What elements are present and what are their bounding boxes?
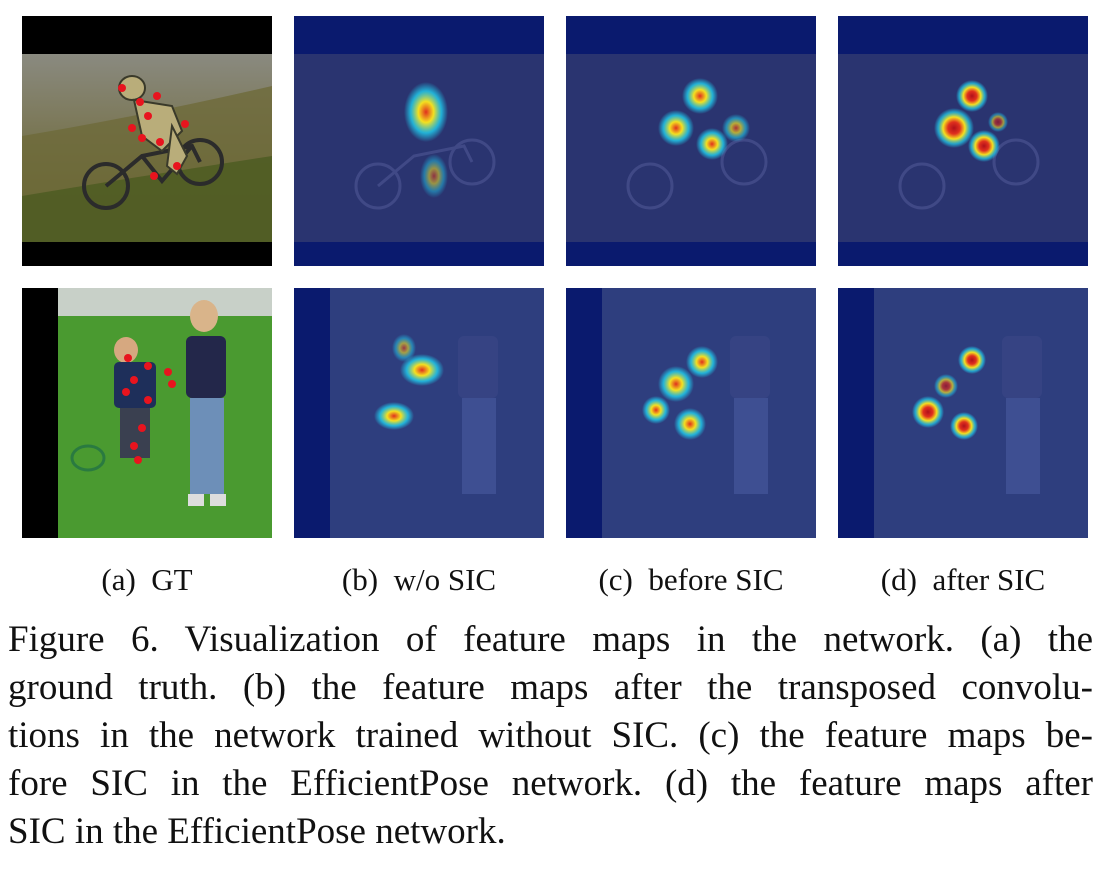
subfigure-label-id: (b)	[341, 562, 379, 597]
caption-line: fore SIC in the EfficientPose network. (…	[8, 763, 1093, 804]
subfigure-label-id: (c)	[598, 562, 633, 597]
subfigure-label-title: w/o SIC	[393, 562, 497, 597]
figure-caption: Figure 6. Visualization of feature maps …	[8, 616, 1093, 856]
caption-line: Figure 6. Visualization of feature maps …	[8, 619, 1093, 660]
gt-keypoints	[118, 84, 189, 180]
panel-d-children-after-sic	[838, 288, 1088, 538]
panel-c-cyclist-before-sic	[566, 16, 816, 266]
panel-b-cyclist-wo-sic	[294, 16, 544, 266]
caption-line: ground truth. (b) the feature maps after…	[8, 667, 1093, 708]
panel-c-children-before-sic	[566, 288, 816, 538]
subfigure-label-c: (c) before SIC	[566, 560, 816, 600]
heatmap-before-sic-cyclist	[566, 16, 816, 266]
heatmap-before-sic-children	[566, 288, 816, 538]
subfigure-label-id: (a)	[101, 562, 136, 597]
panel-a-children-gt	[22, 288, 272, 538]
cyclist-photo	[22, 16, 272, 266]
subfigure-label-title: after SIC	[932, 562, 1046, 597]
heatmap-wo-sic-children	[294, 288, 544, 538]
heatmap-after-sic-children	[838, 288, 1088, 538]
subfigure-label-title: GT	[151, 562, 193, 597]
heatmap-wo-sic-cyclist	[294, 16, 544, 266]
caption-line: tions in the network trained without SIC…	[8, 715, 1093, 756]
subfigure-label-d: (d) after SIC	[838, 560, 1088, 600]
subfigure-label-a: (a) GT	[22, 560, 272, 600]
gt-keypoints	[122, 354, 176, 464]
panel-a-cyclist-gt	[22, 16, 272, 266]
subfigure-label-title: before SIC	[648, 562, 784, 597]
caption-line: SIC in the EfficientPose network.	[8, 811, 506, 852]
children-photo	[22, 288, 272, 538]
subfigure-label-b: (b) w/o SIC	[294, 560, 544, 600]
panel-b-children-wo-sic	[294, 288, 544, 538]
panel-d-cyclist-after-sic	[838, 16, 1088, 266]
subfigure-label-id: (d)	[880, 562, 917, 597]
heatmap-after-sic-cyclist	[838, 16, 1088, 266]
